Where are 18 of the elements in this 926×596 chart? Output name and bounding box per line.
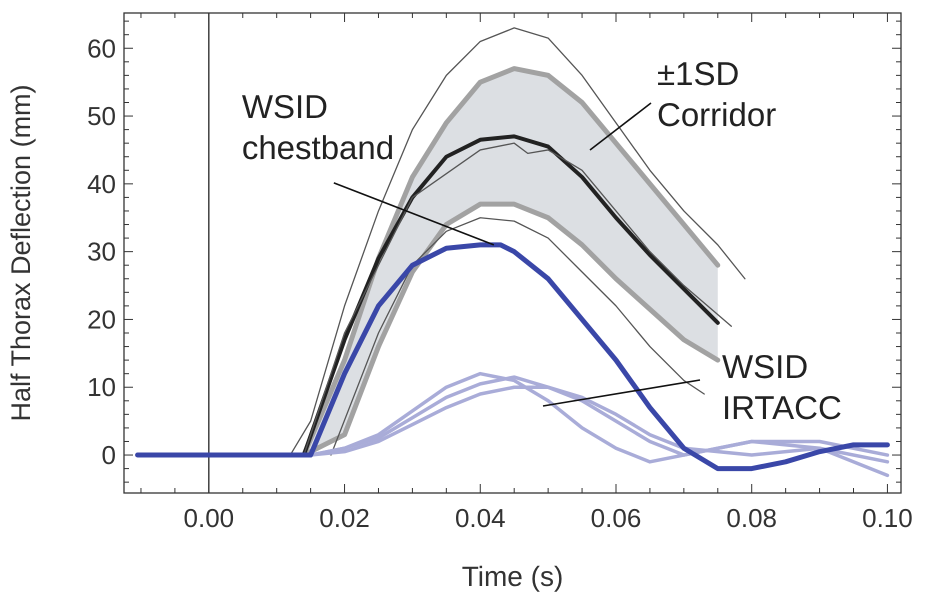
x-tick-label: 0.00 [184, 503, 234, 533]
annotation: WSID IRTACC [722, 348, 842, 426]
x-tick-label: 0.06 [590, 503, 642, 533]
y-axis-title: Half Thorax Deflection (mm) [6, 84, 36, 422]
annotation: ±1SD Corridor [657, 55, 776, 133]
y-tick-label: 60 [87, 33, 116, 64]
annotation: WSID chestband [242, 88, 394, 166]
y-tick-label: 20 [87, 304, 116, 334]
x-tick-label: 0.04 [454, 503, 506, 533]
y-tick-label: 50 [87, 101, 116, 132]
x-tick-label: 0.02 [319, 503, 370, 533]
x-axis-title: Time (s) [462, 561, 564, 592]
y-tick-label: 30 [87, 236, 116, 267]
y-tick-label: 40 [87, 168, 116, 199]
y-tick-label: 10 [87, 372, 116, 402]
x-tick-label: 0.10 [862, 503, 913, 533]
x-tick-label: 0.08 [726, 503, 778, 533]
y-tick-label: 0 [102, 440, 116, 470]
